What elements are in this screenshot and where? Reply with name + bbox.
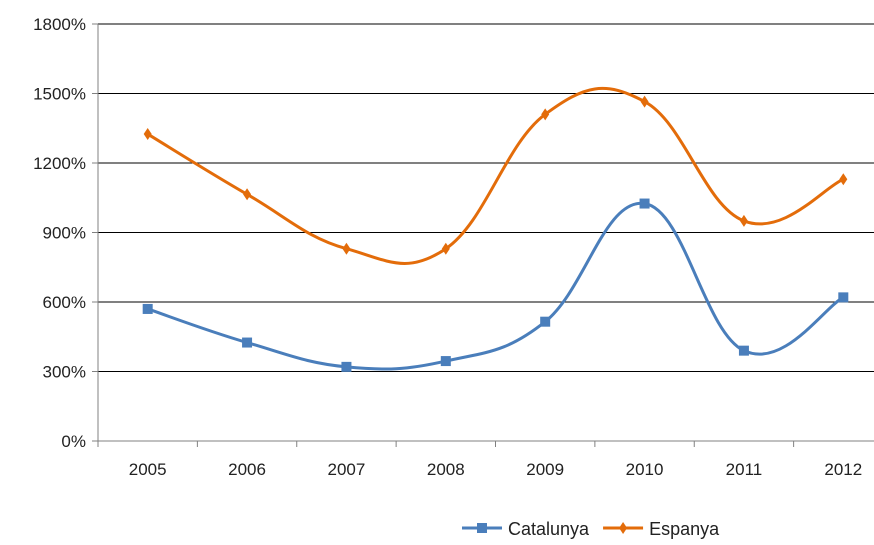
data-point-espanya (839, 173, 848, 186)
gridlines (98, 23, 874, 372)
data-point-catalunya (341, 361, 352, 372)
data-point-espanya (342, 242, 351, 255)
y-tick-label: 1800% (33, 15, 86, 34)
legend-label-catalunya: Catalunya (508, 519, 590, 539)
data-point-espanya (739, 214, 748, 227)
y-tick-label: 0% (61, 432, 86, 451)
y-tick-label: 1200% (33, 154, 86, 173)
legend-label-espanya: Espanya (649, 519, 720, 539)
x-tick-label: 2010 (626, 460, 664, 479)
x-tick-label: 2006 (228, 460, 266, 479)
data-point-catalunya (440, 356, 451, 367)
x-tick-label: 2012 (824, 460, 862, 479)
series-catalunya (142, 198, 849, 372)
y-tick-label: 300% (43, 363, 86, 382)
legend: Catalunya Espanya (462, 519, 720, 539)
x-tick-label: 2008 (427, 460, 465, 479)
series-line-catalunya (147, 202, 845, 371)
data-point-catalunya (242, 337, 253, 348)
data-point-catalunya (639, 198, 650, 209)
y-tick-label: 900% (43, 224, 86, 243)
data-point-catalunya (838, 292, 849, 303)
data-point-catalunya (540, 316, 551, 327)
x-tick-label: 2005 (129, 460, 167, 479)
series-espanya (143, 87, 848, 265)
x-tick-label: 2007 (328, 460, 366, 479)
x-tick-label: 2009 (526, 460, 564, 479)
series-line-espanya (146, 87, 844, 265)
series-layer (142, 87, 849, 372)
y-tick-label: 1500% (33, 85, 86, 104)
data-point-espanya (640, 95, 649, 108)
legend-item-catalunya: Catalunya (462, 519, 590, 539)
data-point-catalunya (142, 303, 153, 314)
data-point-espanya (441, 242, 450, 255)
y-axis: 0% 300% 600% 900% 1200% 1500% 1800% (33, 15, 99, 451)
legend-marker-espanya (619, 522, 628, 534)
legend-item-espanya: Espanya (603, 519, 720, 539)
data-point-catalunya (738, 345, 749, 356)
x-axis: 2005 2006 2007 2008 2009 2010 2011 2012 (97, 440, 874, 479)
data-point-espanya (243, 188, 252, 201)
x-tick-label: 2011 (726, 460, 763, 479)
y-tick-label: 600% (43, 293, 86, 312)
data-point-espanya (541, 108, 550, 121)
legend-marker-catalunya (477, 523, 487, 533)
data-point-espanya (143, 128, 152, 141)
